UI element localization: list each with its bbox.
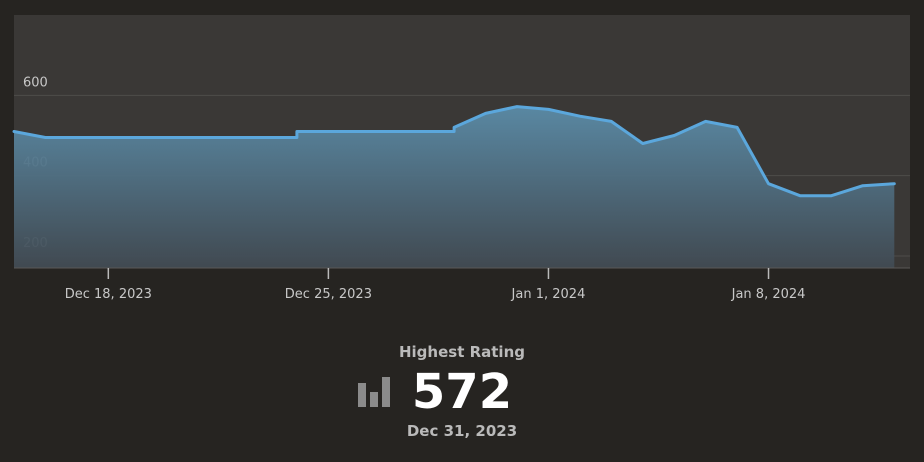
highest-rating-label: Highest Rating — [398, 343, 525, 361]
x-tick-label: Jan 1, 2024 — [511, 287, 586, 302]
highest-rating-row: 572 — [0, 364, 924, 420]
highest-rating-value: 572 — [411, 364, 513, 420]
bar-chart-icon — [357, 377, 392, 407]
x-tick-label: Dec 18, 2023 — [65, 287, 152, 302]
series-line — [12, 105, 896, 198]
series-area — [14, 106, 895, 268]
highest-rating-summary: Highest Rating 572 Dec 31, 2023 — [0, 340, 924, 442]
highest-rating-date: Dec 31, 2023 — [406, 422, 518, 440]
x-tick-label: Jan 8, 2024 — [731, 287, 806, 302]
y-tick-label: 600 — [23, 75, 48, 90]
x-tick-label: Dec 25, 2023 — [285, 287, 372, 302]
